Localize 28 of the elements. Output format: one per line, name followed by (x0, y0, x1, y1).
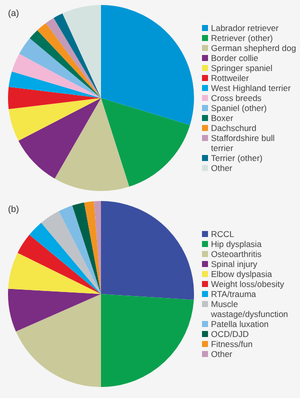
legend-label: Staffordshire bull terrier (211, 133, 276, 153)
legend-label: Dachschurd (211, 123, 256, 133)
legend-label: Hip dysplasia (211, 239, 262, 249)
legend-label: Terrier (other) (211, 153, 262, 163)
legend-label: Retriever (other) (211, 33, 273, 43)
legend-label: Spinal injury (211, 259, 258, 269)
chart-title: (b) (8, 204, 19, 214)
legend-label: Patella luxation (211, 319, 269, 329)
legend-label: Weight loss/obesity (211, 279, 284, 289)
legend-label: OCD/DJD (211, 329, 249, 339)
legend-label: Springer spaniel (211, 63, 272, 73)
legend-label: West Highland terrier (211, 83, 291, 93)
legend-label: German shepherd dog (211, 43, 296, 53)
legend-label: Muscle wastage/dysfunction (211, 299, 290, 319)
legend-label: Other (211, 163, 232, 173)
legend-label: Border collie (211, 53, 258, 63)
legend-label: Fitness/fun (211, 339, 253, 349)
legend-label: Other (211, 349, 232, 359)
legend-label: Boxer (211, 113, 234, 123)
legend-label: RCCL (211, 229, 234, 239)
legend-label: Cross breeds (211, 93, 262, 103)
legend-label: Osteoarthritis (211, 249, 262, 259)
legend-label: Labrador retriever (211, 23, 279, 33)
legend-label: Spaniel (other) (211, 103, 267, 113)
legend-label: Elbow dyslpasia (211, 269, 272, 279)
legend-label: RTA/trauma (211, 289, 256, 299)
chart-title: (a) (8, 8, 19, 18)
legend-label: Rottweiler (211, 73, 249, 83)
